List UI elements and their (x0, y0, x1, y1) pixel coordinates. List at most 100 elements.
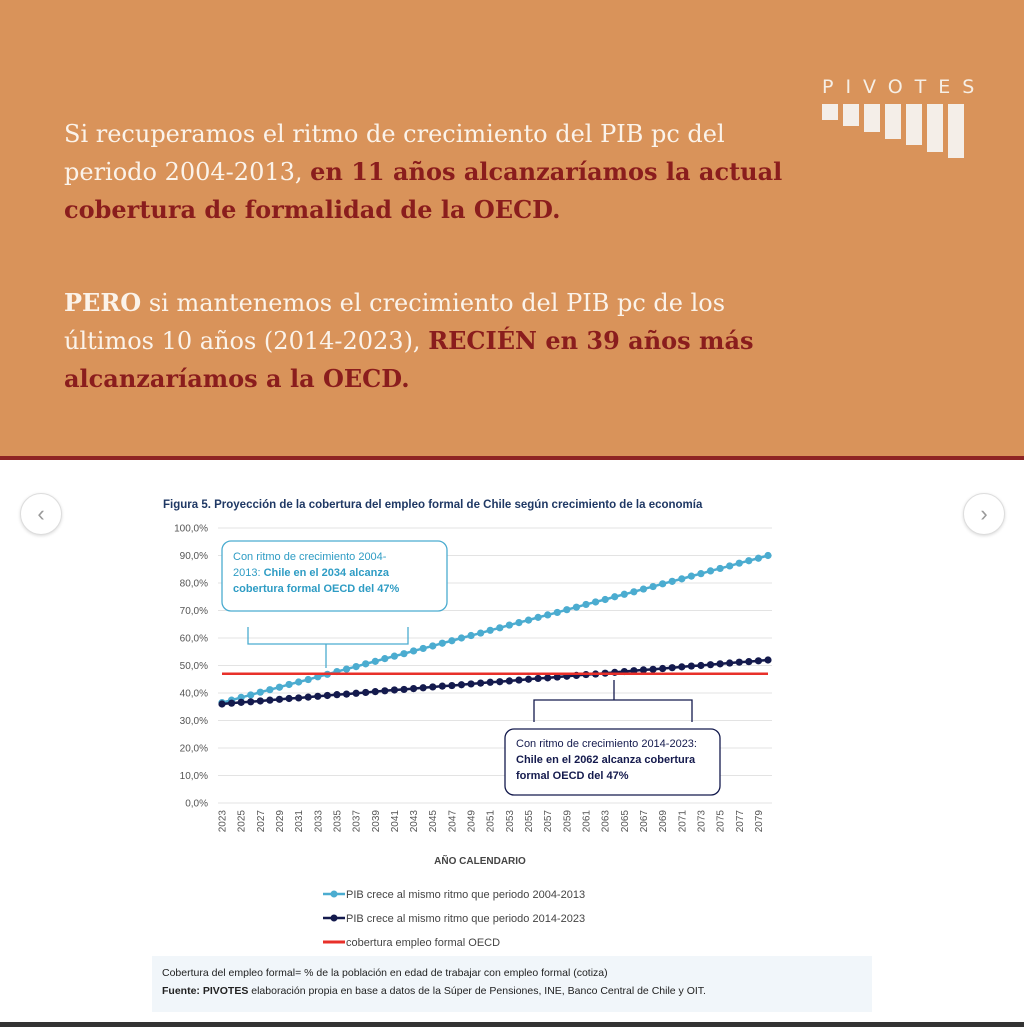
annotation-text: 2013: (233, 567, 264, 579)
headline-emphasis: RECIÉN en 39 años más alcanzaríamos a la… (64, 326, 754, 393)
data-point (697, 661, 705, 670)
series-line (221, 658, 769, 706)
data-point (467, 680, 475, 688)
headline-paragraph-2: PERO si mantenemos el crecimiento del PI… (64, 284, 784, 398)
x-tick-label: 2079 (754, 810, 765, 833)
data-point (352, 663, 360, 671)
y-tick-label: 60,0% (180, 634, 208, 645)
data-point (505, 621, 513, 629)
x-tick-label: 2037 (352, 810, 363, 833)
x-tick-label: 2063 (601, 810, 612, 833)
logo-bars-icon (822, 104, 972, 184)
legend-item-oecd: cobertura empleo formal OECD (323, 937, 500, 949)
legend-label: PIB crece al mismo ritmo que periodo 201… (346, 913, 585, 925)
data-point (687, 572, 695, 580)
x-tick-label: 2031 (294, 810, 305, 833)
annotation-text: cobertura formal OECD del 47% (233, 583, 399, 595)
data-point (275, 683, 284, 691)
data-point (448, 681, 456, 690)
annotation-text: Con ritmo de crecimiento 2004- (233, 551, 387, 563)
data-point (429, 642, 437, 650)
data-point (400, 650, 408, 658)
data-point (419, 644, 427, 653)
headline-pero: PERO (64, 288, 142, 317)
annotation-text: formal OECD del 47% (516, 770, 629, 782)
data-point (295, 678, 303, 686)
data-point (706, 661, 715, 669)
x-tick-label: 2027 (256, 810, 267, 833)
headline-text: Si recuperamos el ritmo de crecimiento d… (64, 120, 725, 186)
legend-label: PIB crece al mismo ritmo que periodo 200… (346, 889, 585, 901)
y-tick-label: 70,0% (180, 606, 208, 617)
data-point (649, 665, 657, 673)
data-point (429, 683, 437, 691)
x-tick-label: 2025 (237, 810, 248, 833)
data-point (649, 582, 657, 591)
legend: PIB crece al mismo ritmo que periodo 200… (323, 889, 585, 949)
data-point (295, 694, 303, 702)
data-point (419, 684, 427, 692)
data-point (716, 564, 724, 573)
x-tick-label: 2069 (658, 810, 669, 833)
data-point (668, 577, 676, 585)
data-point (218, 700, 226, 708)
x-tick-label: 2059 (562, 810, 573, 833)
svg-text:Con ritmo de crecimiento 2004-: Con ritmo de crecimiento 2004- 2013: Chil… (233, 551, 399, 595)
data-point (342, 690, 351, 698)
data-point (304, 693, 312, 701)
data-point (706, 567, 715, 575)
data-point (553, 608, 561, 617)
data-point (544, 674, 552, 682)
data-point (524, 616, 533, 624)
x-tick-label: 2033 (313, 810, 324, 833)
next-slide-button[interactable]: › (963, 493, 1005, 535)
data-point (735, 658, 743, 666)
data-point (381, 687, 389, 695)
legend-label: cobertura empleo formal OECD (346, 937, 500, 949)
data-point (227, 699, 236, 707)
data-point (285, 694, 293, 703)
divider (0, 456, 1024, 460)
data-point (754, 657, 763, 665)
data-point (409, 647, 418, 655)
data-point (639, 666, 648, 674)
data-point (735, 559, 743, 567)
data-point (457, 634, 466, 642)
x-tick-label: 2057 (543, 810, 554, 833)
data-point (362, 688, 370, 697)
legend-item-2004-2013: PIB crece al mismo ritmo que periodo 200… (323, 889, 585, 901)
x-tick-label: 2067 (639, 810, 650, 833)
data-point (764, 551, 772, 560)
headline-paragraph-1: Si recuperamos el ritmo de crecimiento d… (64, 116, 784, 229)
data-point (342, 665, 351, 673)
pivotes-logo: PIVOTES (822, 76, 974, 184)
data-point (486, 678, 494, 686)
y-tick-label: 10,0% (180, 771, 208, 782)
data-point (256, 688, 264, 696)
data-point (726, 562, 734, 570)
data-point (371, 657, 379, 665)
data-point (333, 691, 341, 699)
data-point (668, 664, 676, 672)
x-tick-label: 2053 (505, 810, 516, 833)
annotation-text: Chile en el 2034 alcanza (264, 567, 390, 579)
x-tick-label: 2073 (696, 810, 707, 833)
data-point (639, 585, 648, 593)
data-point (678, 663, 686, 671)
data-point (687, 662, 695, 670)
svg-text:Con ritmo de crecimiento 2014-: Con ritmo de crecimiento 2014-2023: Chile… (516, 738, 697, 782)
x-tick-label: 2039 (371, 810, 382, 833)
data-point (726, 659, 734, 667)
data-point (716, 660, 724, 668)
data-point (496, 678, 504, 686)
data-point (438, 682, 446, 690)
data-point (477, 629, 485, 637)
prev-slide-button[interactable]: ‹ (20, 493, 62, 535)
data-point (390, 652, 399, 660)
data-point (477, 679, 485, 687)
y-tick-label: 40,0% (180, 689, 208, 700)
y-tick-label: 20,0% (180, 744, 208, 755)
data-point (256, 697, 264, 705)
data-point (659, 580, 667, 588)
data-point (572, 603, 581, 611)
